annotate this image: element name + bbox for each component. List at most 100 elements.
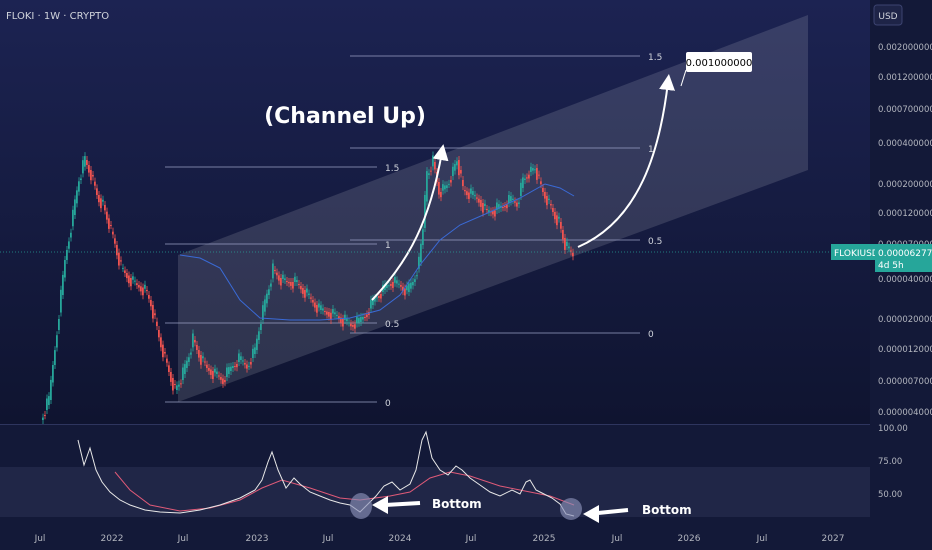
price-tag-countdown: 4d 5h — [878, 261, 904, 271]
candle-body — [234, 366, 236, 367]
candle-body — [124, 270, 126, 273]
candle-body — [142, 287, 144, 296]
candle-body — [526, 177, 528, 179]
candle-body — [296, 280, 298, 282]
candle-body — [80, 178, 82, 180]
candle-body — [134, 280, 136, 282]
candle-body — [274, 270, 276, 271]
candle-body — [262, 305, 264, 320]
candle-body — [290, 282, 292, 286]
candle-body — [64, 260, 66, 278]
candle-body — [514, 201, 516, 203]
candle-body — [358, 318, 360, 323]
candle-body — [494, 210, 496, 217]
candle-body — [242, 360, 244, 362]
candle-body — [356, 316, 358, 324]
candle-body — [376, 297, 378, 299]
price-tag-value: 0.000062775 — [878, 249, 932, 259]
candle-body — [516, 202, 518, 207]
candle-body — [442, 184, 444, 191]
candle-body — [566, 241, 568, 246]
candle-body — [78, 181, 80, 192]
candle-body — [272, 263, 274, 279]
candle-body — [520, 182, 522, 196]
candle-body — [62, 274, 64, 295]
candle-body — [548, 198, 550, 200]
candle-body — [200, 355, 202, 365]
candle-body — [450, 180, 452, 183]
candle-body — [50, 379, 52, 400]
candle-body — [416, 275, 418, 277]
candle-body — [314, 302, 316, 308]
candle-body — [230, 366, 232, 371]
candle-body — [104, 205, 106, 211]
candle-body — [244, 363, 246, 365]
candle-body — [432, 155, 434, 167]
candle-body — [408, 283, 410, 292]
time-tick-label: Jul — [465, 534, 477, 544]
channel-title: (Channel Up) — [264, 104, 426, 129]
candle-body — [460, 170, 462, 174]
candle-body — [278, 275, 280, 281]
target-label: 0.001000000 — [686, 58, 753, 69]
price-tick-label: 0.000400000 — [878, 139, 932, 149]
candle-body — [254, 347, 256, 354]
candle-body — [478, 198, 480, 203]
target-arrow — [577, 74, 676, 248]
candle-body — [572, 252, 574, 257]
candle-body — [568, 246, 570, 249]
candle-body — [458, 160, 460, 176]
candle-body — [332, 309, 334, 314]
candle-body — [298, 284, 300, 285]
target-callout: 0.001000000 — [680, 52, 753, 87]
candle-body — [140, 286, 142, 292]
candle-body — [404, 288, 406, 296]
candle-body — [336, 314, 338, 316]
candle-body — [86, 160, 88, 165]
candle-body — [302, 288, 304, 294]
candle-body — [220, 377, 222, 380]
candle-body — [420, 243, 422, 262]
candle-body — [448, 183, 450, 185]
price-tick-label: 0.000200000 — [878, 180, 932, 190]
candle-body — [536, 168, 538, 180]
candle-body — [456, 161, 458, 166]
candlesticks — [42, 151, 574, 424]
candle-body — [222, 378, 224, 384]
candle-body — [330, 312, 332, 320]
candle-body — [162, 344, 164, 358]
candle-body — [446, 185, 448, 188]
candle-body — [498, 204, 500, 209]
candle-body — [284, 278, 286, 280]
candle-body — [546, 196, 548, 206]
candle-body — [312, 300, 314, 303]
candle-body — [118, 252, 120, 266]
candle-body — [486, 209, 488, 210]
candle-body — [378, 296, 380, 298]
candle-body — [518, 202, 520, 204]
candle-body — [428, 173, 430, 175]
candle-body — [226, 367, 228, 377]
candle-body — [112, 231, 114, 235]
currency-button[interactable]: USD — [873, 4, 903, 26]
candle-body — [306, 288, 308, 293]
candle-body — [248, 365, 250, 367]
candle-body — [72, 209, 74, 227]
candle-body — [282, 274, 284, 279]
candle-body — [276, 272, 278, 276]
candle-body — [374, 298, 376, 302]
candle-body — [106, 211, 108, 220]
candle-body — [190, 352, 192, 355]
candle-body — [344, 314, 346, 320]
candle-body — [144, 284, 146, 289]
candle-body — [502, 207, 504, 208]
candle-body — [186, 360, 188, 368]
candle-body — [466, 191, 468, 196]
candle-body — [328, 312, 330, 317]
candle-body — [464, 190, 466, 192]
candle-body — [418, 256, 420, 269]
candle-body — [422, 229, 424, 245]
candle-body — [122, 267, 124, 269]
candle-body — [208, 368, 210, 371]
